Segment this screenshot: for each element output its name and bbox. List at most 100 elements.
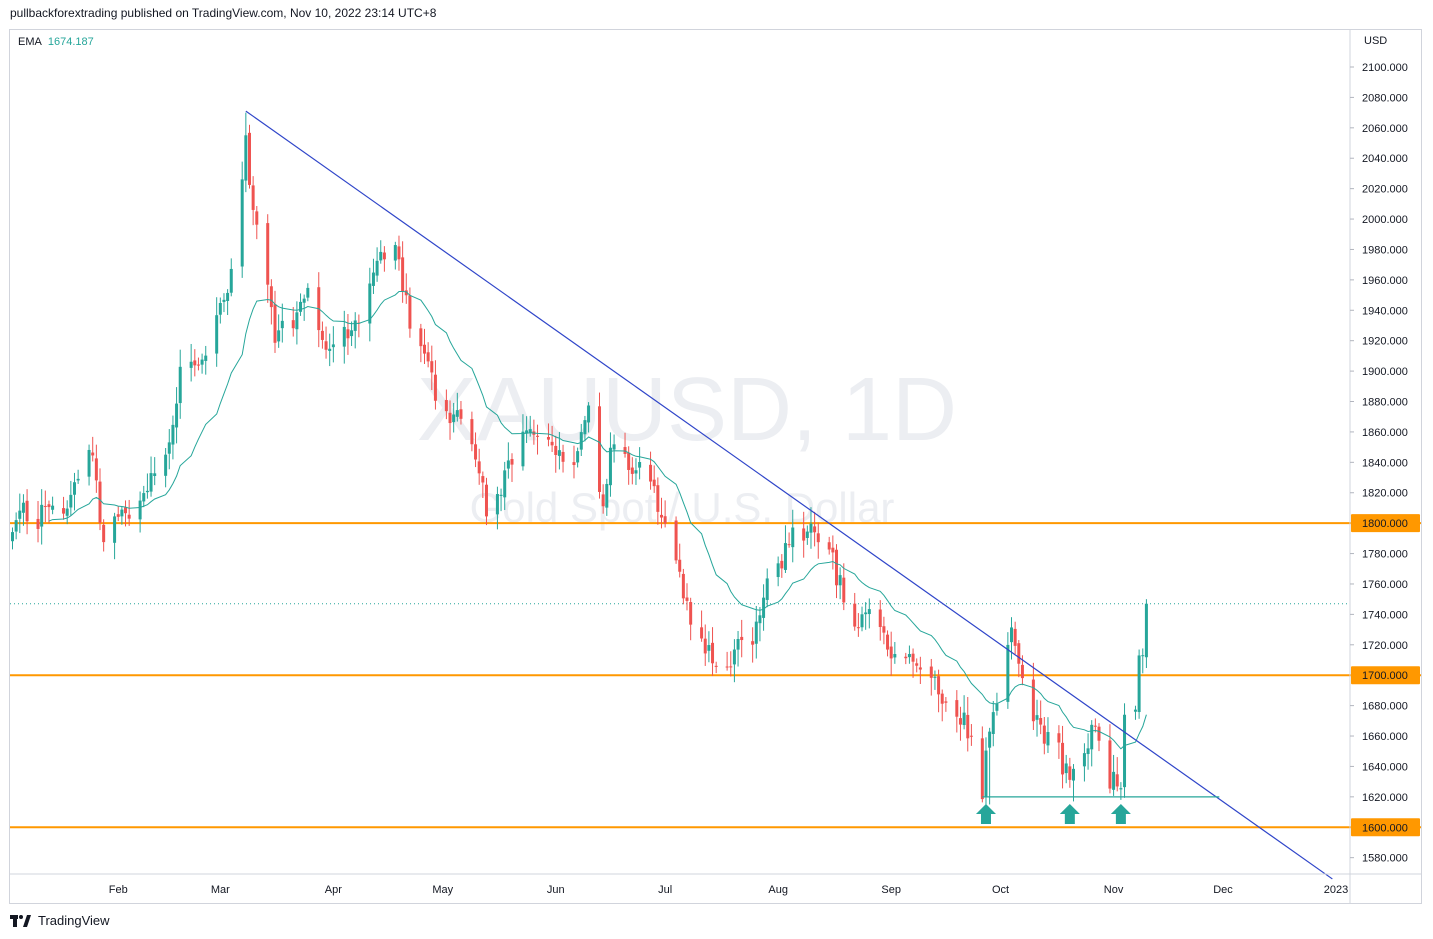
candle — [251, 176, 255, 226]
candle-body — [510, 459, 514, 465]
candle-body — [444, 400, 448, 412]
candle — [758, 607, 762, 642]
candle-body — [915, 663, 919, 666]
candle-body — [328, 348, 332, 351]
candle — [1141, 648, 1145, 674]
candle-body — [525, 430, 529, 434]
candle — [1097, 723, 1101, 752]
candle-body — [269, 286, 273, 308]
candle-body — [218, 303, 222, 315]
y-tick-label: 1920.000 — [1362, 336, 1408, 348]
candle — [18, 493, 22, 534]
candle-body — [47, 504, 51, 508]
candle — [816, 522, 820, 559]
candle — [937, 669, 941, 713]
candle-body — [1137, 655, 1141, 713]
y-axis[interactable]: 1580.000 1620.000 1640.000 1660.000 1680.000… — [1349, 30, 1420, 903]
candle-body — [331, 344, 335, 348]
y-tick-label: 1740.000 — [1362, 609, 1408, 621]
candle — [707, 631, 711, 663]
candle-body — [886, 634, 890, 650]
candle — [765, 568, 769, 608]
candle-body — [780, 560, 784, 569]
candle-body — [401, 257, 405, 292]
candle-body — [703, 638, 707, 654]
candle-body — [988, 731, 992, 748]
tradingview-logo-icon — [10, 914, 31, 927]
candle-body — [193, 360, 197, 366]
candle — [678, 543, 682, 578]
candle — [452, 402, 456, 433]
candle-body — [226, 292, 230, 301]
candle — [751, 627, 755, 663]
candle — [145, 473, 149, 499]
candle-body — [495, 494, 499, 515]
candle-body — [546, 436, 550, 440]
candle-body — [663, 516, 667, 524]
x-tick-label: Feb — [109, 884, 128, 896]
candle — [193, 349, 197, 377]
candle-body — [65, 508, 69, 516]
candle-body — [980, 738, 984, 800]
candle — [350, 321, 354, 347]
candle-body — [1031, 679, 1035, 722]
candle-body — [659, 514, 663, 518]
level-price-tag — [1351, 514, 1420, 533]
up-arrow-marker — [1110, 804, 1131, 824]
candle — [306, 283, 310, 302]
candle — [226, 289, 230, 315]
x-tick-label: Mar — [211, 884, 230, 896]
candle-body — [827, 542, 831, 550]
candle — [240, 161, 244, 278]
candle-body — [889, 646, 893, 659]
candle — [754, 605, 758, 659]
candle — [649, 451, 653, 490]
candle — [659, 497, 663, 529]
candle — [827, 536, 831, 555]
candle-body — [299, 301, 303, 312]
candle — [703, 624, 707, 666]
candle — [444, 389, 448, 420]
candle-body — [215, 315, 219, 354]
candle-body — [929, 666, 933, 678]
x-tick-label: Oct — [992, 884, 1009, 896]
candle-body — [204, 355, 208, 361]
candle-body — [944, 701, 948, 703]
candle — [116, 506, 120, 522]
candle — [495, 486, 499, 530]
candle — [572, 445, 576, 479]
candle-body — [324, 341, 328, 350]
candle-body — [904, 656, 908, 659]
candle-body — [608, 447, 612, 486]
candle — [521, 414, 525, 471]
candle — [430, 345, 434, 391]
candle-body — [1082, 753, 1086, 767]
candle — [1082, 743, 1086, 782]
candle-body — [153, 473, 157, 477]
candle-body — [638, 462, 642, 468]
candle-body — [499, 494, 503, 496]
candle — [1068, 757, 1072, 788]
y-tick-label: 2040.000 — [1362, 153, 1408, 165]
candle-body — [94, 458, 98, 481]
candle-body — [853, 603, 857, 627]
candle-body — [320, 330, 324, 340]
candle — [153, 457, 157, 486]
candle-body — [627, 452, 631, 470]
candle — [320, 321, 324, 349]
candle-body — [149, 473, 153, 492]
candle-body — [984, 750, 988, 798]
candle-body — [342, 326, 346, 347]
markers-layer — [975, 804, 1131, 824]
candle — [14, 512, 18, 540]
candle-body — [382, 252, 386, 260]
candle-body — [393, 245, 397, 261]
candle — [685, 583, 689, 611]
candle — [1006, 632, 1010, 709]
candle — [247, 124, 251, 189]
candle-body — [1090, 724, 1094, 750]
candle — [200, 353, 204, 374]
candle — [958, 706, 962, 741]
candle — [656, 477, 660, 525]
